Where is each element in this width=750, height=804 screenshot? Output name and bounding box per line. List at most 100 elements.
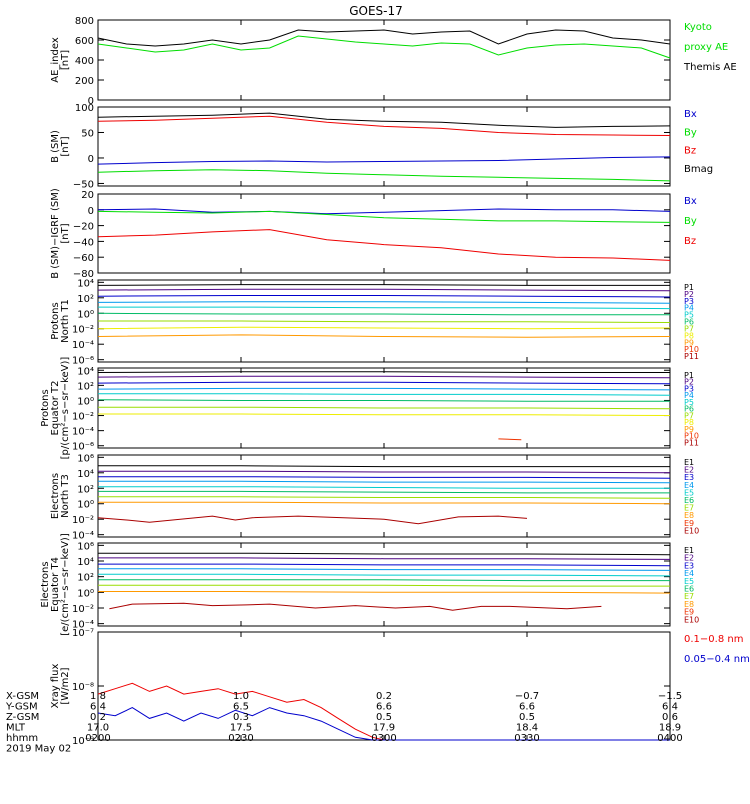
legend-entry: P1 [684,283,694,292]
panel-frame [97,542,671,627]
axis-cell-value: 17.5 [230,723,252,734]
y-tick-label: 10⁰ [77,309,94,320]
y-axis-label: [nT] [60,50,71,70]
axis-row-label: X-GSM [6,691,39,702]
series-line [97,334,671,338]
series-line [97,288,671,292]
series-line [97,312,670,316]
panel-8: 10⁻⁹ 10⁻⁸ 10⁻⁷ Xray flux [W/m2] 0.1−0.8 nm 0.0… [50,628,750,747]
panel-7: 10⁶ 10⁴ 10² 10⁰ 10⁻² 10⁻⁴ Electrons Equator T4[… [40,533,699,636]
series-line [97,229,671,261]
axis-cell-value: 6.4 [662,702,678,713]
legend-entry: E6 [684,496,694,505]
axis-cell-value: 0200 [85,733,110,744]
series-line [98,501,671,505]
axis-cell-value: 0.5 [519,712,535,723]
y-tick-label: 10⁻⁶ [72,442,94,453]
y-axis-label: Electrons [40,561,51,607]
legend-entry: E10 [684,526,699,535]
axis-cell-value: 0.5 [376,712,392,723]
axis-row-label: Z-GSM [6,712,39,723]
series-line [97,29,671,47]
series-line [97,210,671,223]
y-axis-label: B (SM)−IGRF (SM) [50,188,61,279]
axis-cell-value: 0300 [371,733,396,744]
y-tick-label: 10⁻⁴ [72,620,94,631]
axis-cell-value: 6.4 [90,702,106,713]
y-tick-label: 10² [77,484,94,495]
legend-entry: P4 [684,391,694,400]
legend-entry: Bmag [684,164,713,175]
legend-entry: E7 [684,592,694,601]
y-axis-label: [nT] [60,223,71,243]
legend-entry: E2 [684,466,694,475]
legend-entry: 0.05−0.4 nm [684,654,750,665]
axis-cell-value: 0.2 [90,712,106,723]
legend-entry: P5 [684,311,694,320]
series-line [98,480,671,484]
series-line [97,371,670,373]
y-axis-label: North T1 [60,299,71,343]
series-line [98,563,671,567]
y-tick-label: 10⁴ [77,278,94,289]
axis-cell-value: 6.5 [233,702,249,713]
y-axis-label: Electrons [50,473,61,519]
y-tick-label: 100 [75,103,94,114]
legend-entry: P9 [684,338,694,347]
series-line [97,399,670,402]
axis-cell-value: −0.7 [515,691,539,702]
legend-entry: E4 [684,481,694,490]
y-tick-label: 10⁻⁴ [72,340,94,351]
legend-entry: E5 [684,577,694,586]
y-axis-label: B (SM) [50,130,61,163]
y-tick-label: 10² [77,294,94,305]
series-line [98,393,671,396]
legend-entry: P7 [684,324,694,333]
axis-cell-value: 17.0 [87,723,109,734]
y-tick-label: 600 [75,36,94,47]
legend-entry: P2 [684,290,694,299]
y-axis-label: [e/(cm²−s−sr−keV)] [60,533,71,636]
axis-cell-value: 0.6 [662,712,678,723]
legend-entry: 0.1−0.8 nm [684,634,743,645]
y-tick-label: −40 [73,237,94,248]
legend-entry: P8 [684,418,694,427]
axis-cell-value: −1.5 [658,691,682,702]
series-line [98,470,671,474]
y-tick-label: 10⁴ [77,557,94,568]
y-tick-label: 10⁴ [77,469,94,480]
y-axis-label: Protons [50,302,61,339]
legend-entry: P10 [684,345,699,354]
y-axis-label: [nT] [60,136,71,156]
y-axis-label: Equator T4 [50,557,61,612]
legend-entry: E1 [684,458,694,467]
axis-row-label: hhmm [6,733,38,744]
series-line [97,301,671,304]
series-line [97,35,671,59]
axis-cell-value: 0.2 [376,691,392,702]
legend-entry: Bz [684,236,696,247]
series-line [97,284,670,286]
series-line [98,568,671,571]
series-line [98,465,670,468]
y-tick-label: −20 [73,222,94,233]
series-line [98,579,670,582]
legend-entry: proxy AE [684,42,728,53]
y-tick-label: 0 [88,96,94,107]
series-line [97,707,670,741]
panel-2: −50 0 50 100 B (SM) [nT] Bx By Bz Bmag [50,103,713,190]
legend-entry: Bx [684,109,697,120]
panel-5: 10⁴ 10² 10⁰ 10⁻² 10⁻⁴ 10⁻⁶ Protons Equator T2 [p… [40,357,699,460]
y-tick-label: 10⁰ [77,500,94,511]
y-tick-label: 10⁶ [77,453,94,464]
axis-cell-value: 0.3 [233,712,249,723]
axis-cell-value: 0400 [657,733,682,744]
y-tick-label: 10⁻⁶ [72,356,94,367]
y-axis-label: Equator T2 [50,381,61,436]
y-tick-label: 10⁰ [77,588,94,599]
series-line [98,496,671,499]
legend-entry: By [684,127,697,138]
y-tick-label: 10⁰ [77,396,94,407]
legend-entry: P6 [684,405,694,414]
series-line [97,169,671,182]
